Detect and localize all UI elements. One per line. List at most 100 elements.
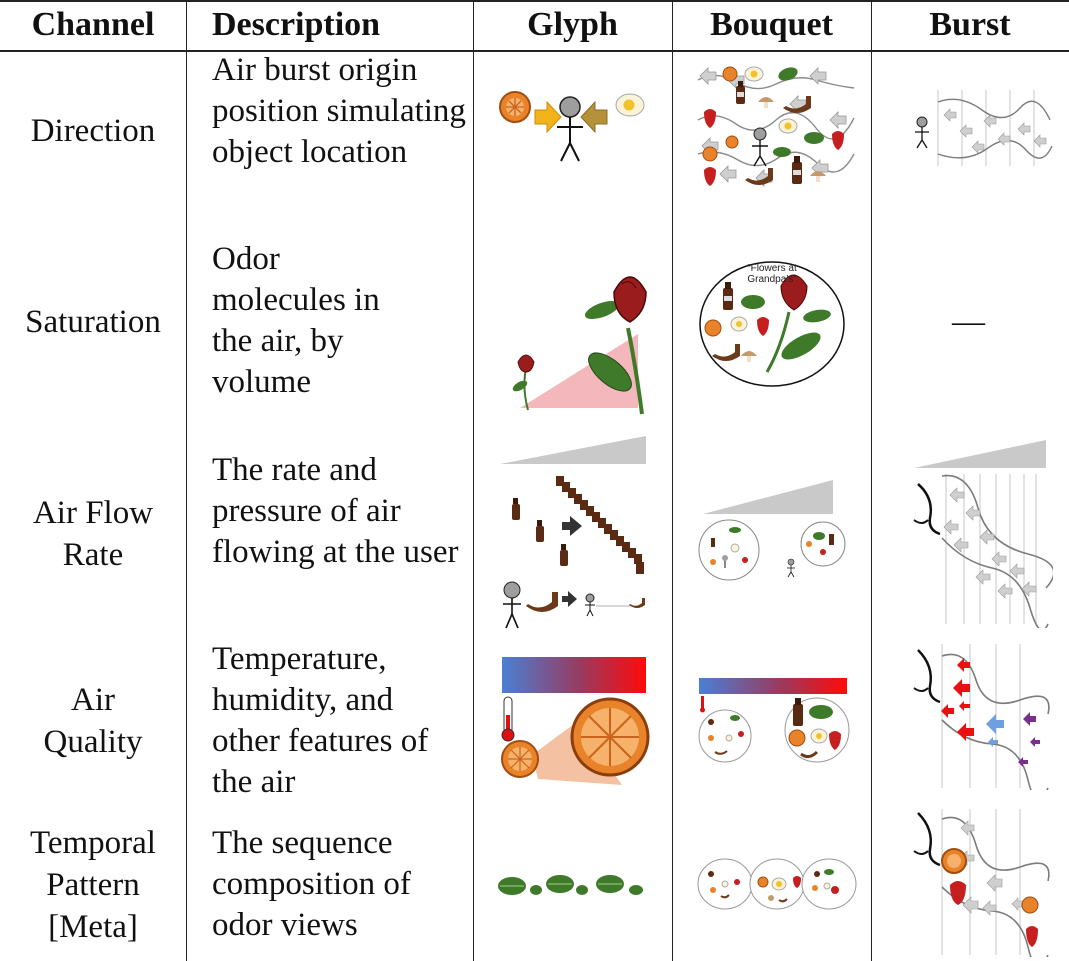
strawberry-icon: [1026, 926, 1038, 947]
description-direction: Air burst origin position simulating obj…: [212, 52, 466, 170]
egg-icon: [730, 543, 740, 553]
leaf-icon: [741, 295, 765, 309]
strawberry-icon: [832, 131, 844, 150]
pipe-icon: [629, 598, 645, 608]
leaf-icon: [596, 875, 624, 893]
egg-icon: [810, 728, 828, 744]
leaf-icon: [773, 147, 791, 157]
egg-icon: [730, 316, 748, 332]
column-divider: [672, 0, 673, 961]
glyph-temporal-pattern: [498, 870, 648, 900]
arrow-icon: [562, 591, 577, 607]
egg-icon: [744, 66, 764, 82]
rose-icon: [584, 276, 647, 415]
bottle-icon: [711, 538, 715, 547]
channel-air-quality: Air Quality: [43, 682, 143, 760]
leaf-icon: [804, 132, 824, 144]
strawberry-icon: [704, 109, 716, 128]
burst-air-flow-rate: [908, 438, 1053, 628]
description-saturation: Odor molecules in the air, by volume: [212, 241, 380, 400]
column-divider: [473, 0, 474, 961]
leaf-icon: [813, 532, 825, 540]
glyph-saturation: [498, 268, 658, 418]
header-rule: [0, 50, 1069, 52]
orange-icon: [722, 66, 738, 82]
leaf-icon: [809, 705, 833, 719]
burst-saturation-none: —: [952, 304, 985, 340]
bouquet-air-flow-rate: [697, 478, 857, 588]
leaf-icon: [546, 875, 574, 893]
bottle-icon: [536, 520, 544, 542]
mushroom-icon: [758, 97, 774, 108]
orange-icon: [704, 319, 722, 337]
pipe-icon: [783, 96, 811, 113]
arrow-icon: [534, 100, 562, 134]
orange-icon: [941, 848, 967, 874]
pipe-icon: [712, 344, 740, 361]
description-temporal-pattern: The sequence composition of odor views: [212, 825, 411, 943]
header-glyph: Glyph: [527, 6, 618, 43]
orange-icon: [499, 91, 531, 123]
orange-icon: [501, 740, 539, 778]
strawberry-icon: [950, 881, 966, 905]
bouquet-temporal-pattern: [697, 856, 857, 912]
bouquet-air-quality: [697, 676, 852, 766]
strawberry-icon: [757, 317, 769, 336]
header-channel: Channel: [31, 6, 155, 43]
mushroom-icon: [810, 171, 826, 182]
burst-temporal-pattern: [908, 805, 1053, 957]
channel-temporal-pattern: Temporal Pattern [Meta]: [30, 825, 156, 945]
bottle-icon: [736, 81, 745, 104]
strawberry-icon: [704, 167, 716, 186]
leaf-icon: [778, 67, 798, 81]
mushroom-icon: [741, 351, 757, 362]
orange-icon: [570, 697, 650, 777]
bottle-icon: [792, 156, 802, 184]
leaf-icon: [729, 527, 741, 533]
bottle-icon: [723, 282, 733, 310]
stick-figure-icon: [585, 593, 595, 617]
pipe-icon: [526, 592, 558, 612]
orange-icon: [1021, 896, 1039, 914]
strawberry-icon: [829, 731, 841, 750]
arrow-icon: [580, 100, 608, 134]
header-burst: Burst: [929, 6, 1011, 43]
nose-icon: [913, 812, 941, 867]
nose-icon: [913, 483, 941, 536]
description-air-quality: Temperature, humidity, and other feature…: [212, 641, 429, 800]
arrow-icon: [562, 516, 582, 536]
leaf-icon: [498, 877, 526, 895]
bottle-icon: [512, 498, 520, 520]
glyph-air-quality: [498, 655, 658, 785]
pipe-icon: [745, 168, 773, 185]
bottle-icon: [793, 698, 803, 726]
nose-icon: [913, 649, 941, 704]
stick-figure-icon: [752, 127, 768, 167]
bouquet-caption: “Flowers at Grandpa’s”: [747, 263, 797, 285]
bouquet-view: [697, 858, 753, 910]
channel-direction: Direction: [30, 113, 156, 149]
stick-figure-icon: [722, 555, 728, 568]
glyph-direction: [495, 85, 655, 170]
bouquet-direction: [696, 62, 856, 194]
bouquet-view: [749, 858, 805, 910]
egg-icon: [778, 118, 798, 134]
header-bouquet: Bouquet: [710, 6, 833, 43]
stick-figure-icon: [787, 558, 795, 578]
bouquet-saturation: “Flowers at Grandpa’s”: [697, 258, 847, 388]
stick-figure-icon: [503, 581, 521, 629]
bouquet-view: [801, 858, 857, 910]
header-description: Description: [212, 6, 381, 43]
channel-air-flow-rate: Air Flow Rate: [32, 495, 154, 573]
egg-icon: [615, 93, 645, 117]
table-top-rule: [0, 0, 1069, 2]
bottle-icon: [829, 534, 834, 545]
description-air-flow-rate: The rate and pressure of air flowing at …: [212, 452, 459, 570]
bottle-icon: [560, 544, 568, 566]
burst-air-quality: [908, 640, 1053, 790]
rose-icon: [512, 354, 535, 411]
glyph-air-flow-rate: [498, 434, 658, 634]
orange-icon: [725, 135, 739, 149]
stick-figure-icon: [557, 96, 583, 162]
